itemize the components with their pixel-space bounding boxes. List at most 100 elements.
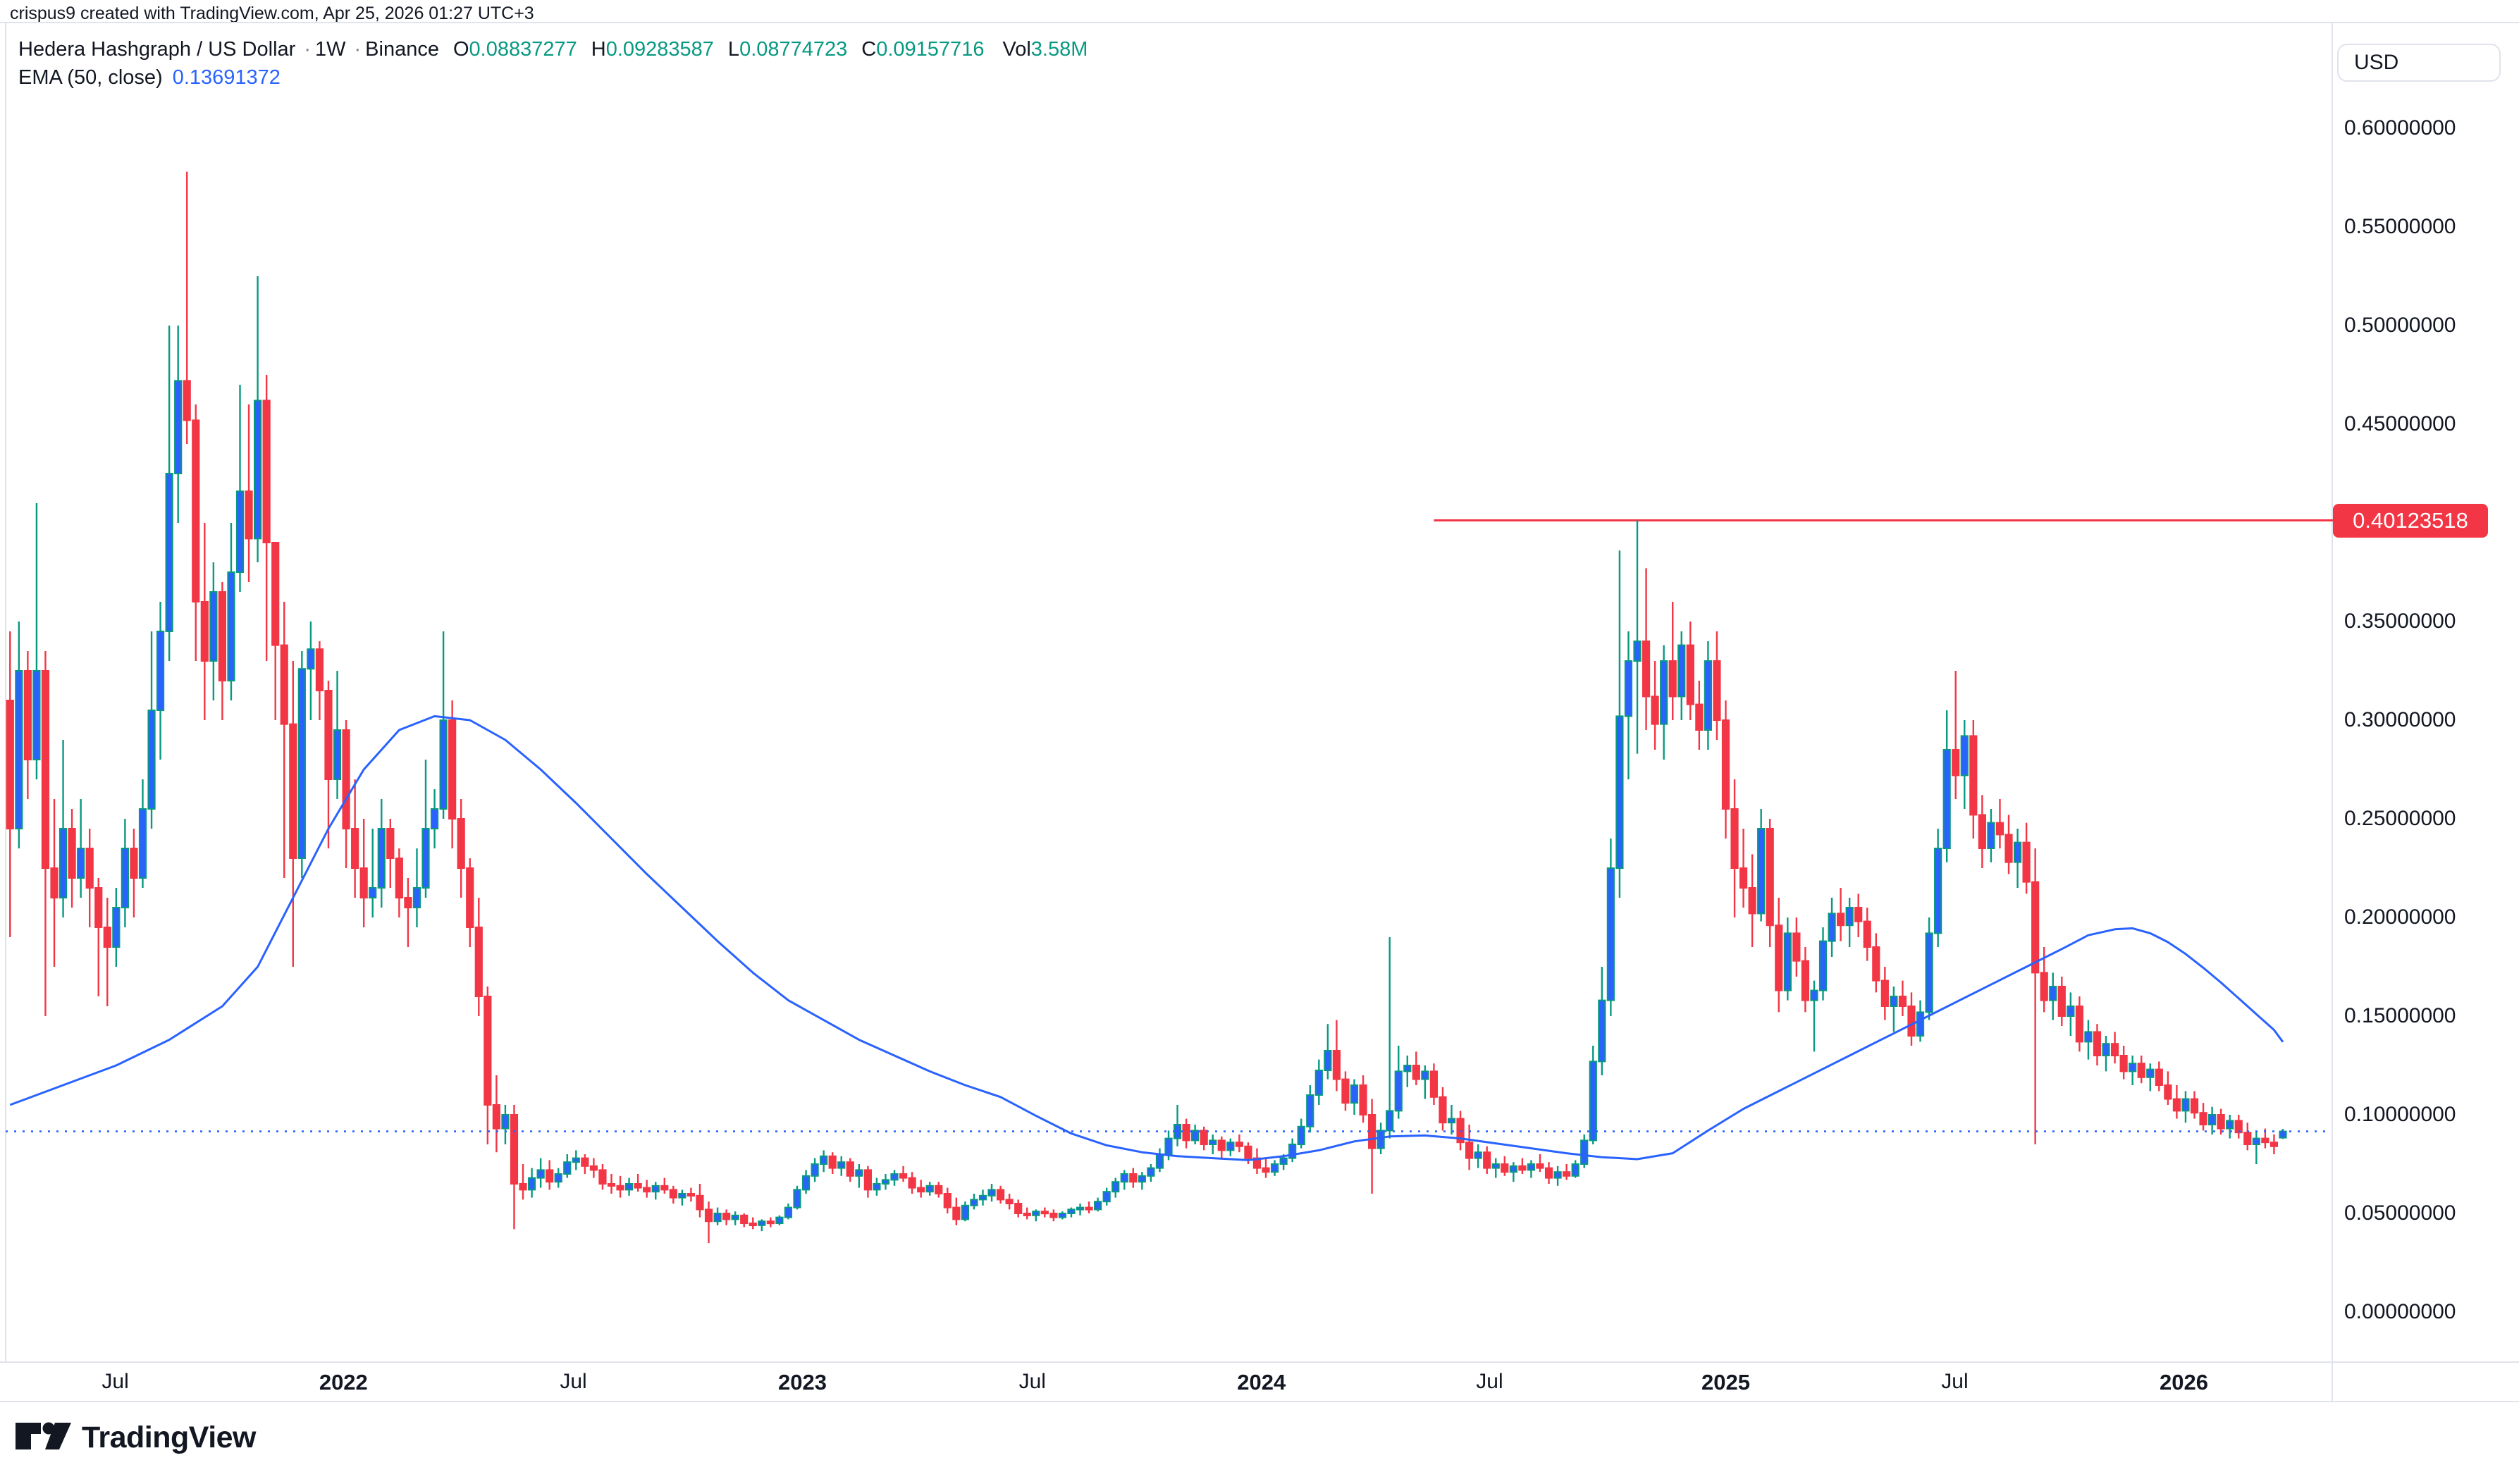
candle-body <box>1890 996 1898 1007</box>
candle-body <box>978 1194 987 1201</box>
ohlc-H: H0.09283587 <box>591 38 714 61</box>
candle-body <box>1394 1070 1403 1112</box>
candle-body <box>1306 1094 1314 1127</box>
candle-body <box>1748 887 1756 915</box>
candle-body <box>2279 1130 2287 1139</box>
candle-body <box>1217 1139 1226 1151</box>
ema-indicator-label: EMA (50, close) <box>18 66 163 89</box>
candle-body <box>1624 660 1633 717</box>
candle-body <box>227 571 235 681</box>
candle-body <box>1677 644 1686 698</box>
candle-body <box>686 1193 696 1197</box>
time-tick-2024: 2024 <box>1237 1370 1286 1395</box>
candle-body <box>1527 1163 1536 1171</box>
chart-legend: Hedera Hashgraph / US Dollar · 1W · Binance O… <box>18 38 1092 61</box>
candle-body <box>1297 1125 1305 1146</box>
candle-body <box>2075 1006 2083 1043</box>
candle-body <box>917 1187 925 1193</box>
candle-body <box>395 858 403 898</box>
candle-body <box>1863 920 1871 948</box>
candle-body <box>192 419 200 603</box>
candle-body <box>2013 841 2022 863</box>
candle-body <box>2084 1031 2093 1043</box>
candle-body <box>492 1104 500 1130</box>
candle-body <box>439 719 448 810</box>
candle-body <box>342 729 350 829</box>
candle-body <box>2199 1112 2207 1125</box>
candle-body <box>1288 1144 1297 1159</box>
candle-body <box>554 1173 562 1183</box>
candle-body <box>2049 986 2057 1001</box>
candle-body <box>2190 1098 2199 1114</box>
price-tick-label: 0.10000000 <box>2344 1103 2456 1126</box>
candle-body <box>2022 841 2031 883</box>
frame-left-divider <box>5 22 6 1361</box>
candle-body <box>183 380 191 421</box>
candle-body <box>1155 1154 1164 1169</box>
candle-body <box>1509 1165 1517 1173</box>
candle-body <box>881 1179 890 1185</box>
indicator-legend: EMA (50, close) 0.13691372 <box>18 66 281 89</box>
candle-body <box>846 1161 854 1177</box>
candle-body <box>2093 1031 2102 1057</box>
candle-body <box>731 1214 739 1220</box>
candle-body <box>625 1183 634 1191</box>
candle-body <box>758 1220 766 1226</box>
candle-body <box>1403 1065 1412 1072</box>
candle-body <box>2031 881 2040 974</box>
candle-body <box>448 719 457 820</box>
candle-body <box>1085 1206 1093 1211</box>
candle-body <box>801 1175 811 1191</box>
candle-body <box>890 1173 899 1181</box>
candle-body <box>103 927 111 948</box>
candle-body <box>510 1114 519 1185</box>
candle-body <box>1775 925 1783 991</box>
candle-body <box>209 591 218 662</box>
candle-body <box>1686 644 1694 705</box>
candle-body <box>1191 1130 1200 1142</box>
candle-body <box>1801 960 1810 1001</box>
candle-body <box>1837 913 1845 927</box>
time-tick-2026: 2026 <box>2159 1370 2208 1395</box>
candle-body <box>77 848 85 879</box>
attribution-text: crispus9 created with TradingView.com, A… <box>10 4 534 23</box>
candle-body <box>546 1169 554 1183</box>
candle-body <box>2146 1068 2155 1078</box>
candle-body <box>1032 1211 1040 1216</box>
price-axis[interactable]: 0.60000000 0.55000000 0.50000000 0.45000000… <box>2333 22 2519 1361</box>
candle-body <box>749 1223 757 1226</box>
candle-body <box>1359 1084 1367 1115</box>
candle-body <box>404 897 412 908</box>
tradingview-logo[interactable]: TradingView <box>16 1421 257 1455</box>
horizontal-line-price-label[interactable]: 0.40123518 <box>2333 503 2488 538</box>
candle-body <box>2040 972 2048 1001</box>
candle-body <box>1483 1151 1491 1169</box>
currency-toggle-button[interactable]: USD <box>2337 44 2501 82</box>
candle-body <box>2234 1120 2243 1134</box>
candle-body <box>1828 913 1836 942</box>
candle-body <box>935 1185 943 1195</box>
time-tick-Jul: Jul <box>1018 1370 1046 1393</box>
candle-body <box>1120 1173 1128 1183</box>
candle-body <box>2172 1098 2181 1112</box>
candle-body <box>536 1169 545 1179</box>
candle-body <box>1244 1145 1252 1159</box>
candle-body <box>280 644 288 725</box>
candle-body <box>660 1185 669 1191</box>
candle-body <box>1907 1006 1916 1037</box>
time-axis[interactable]: Jul 2022 Jul 2023 Jul 2024 Jul 2025 Jul 2026 <box>0 1363 2332 1401</box>
ohlc-C: C0.09157716 <box>861 38 985 61</box>
candle-body <box>1854 907 1863 922</box>
price-tick-label: 0.60000000 <box>2344 116 2456 140</box>
candle-body <box>1421 1070 1429 1080</box>
candle-body <box>1111 1181 1120 1193</box>
candle-body <box>1182 1124 1190 1142</box>
candle-body <box>1642 641 1651 698</box>
candle-body <box>1209 1139 1217 1146</box>
price-tick-label: 0.25000000 <box>2344 807 2456 830</box>
candle-body <box>943 1193 951 1208</box>
volume-readout: Vol3.58M <box>1002 38 1088 61</box>
separator-dot: · <box>354 38 362 61</box>
candle-body <box>58 828 68 898</box>
